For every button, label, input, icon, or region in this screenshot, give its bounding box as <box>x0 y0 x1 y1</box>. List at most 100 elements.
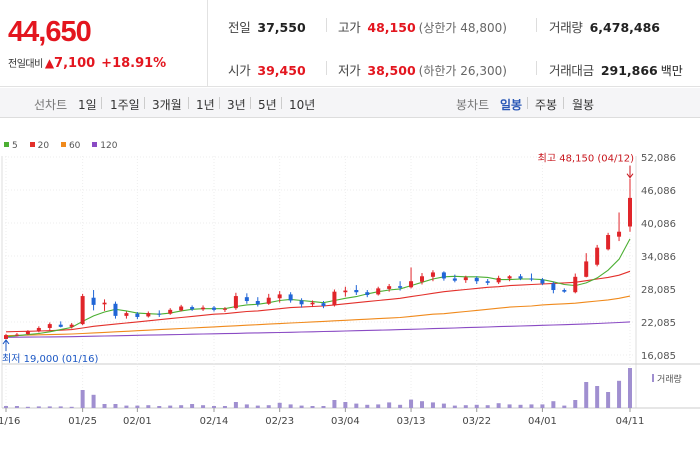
legend-swatch <box>29 142 35 147</box>
high-annotation: 최고 48,150 (04/12) <box>538 153 634 165</box>
candle-body <box>277 294 282 299</box>
price-tick-label: 34,086 <box>641 252 676 263</box>
candle-body <box>409 281 414 288</box>
candle-body <box>332 291 337 306</box>
candle-body <box>617 231 622 237</box>
candle-body <box>606 235 611 250</box>
open-value: 39,450 <box>257 63 306 78</box>
divider <box>101 97 102 109</box>
candle-body <box>310 302 315 305</box>
ma120-line <box>5 321 631 338</box>
candle-body <box>376 288 381 295</box>
candle-body <box>190 307 195 310</box>
volume-bar <box>441 403 446 408</box>
volume-bar <box>201 405 206 408</box>
candle-body <box>36 327 41 332</box>
period-3y[interactable]: 3년 <box>227 98 246 112</box>
date-tick-label: 01/16 <box>0 416 20 427</box>
volume-bar <box>288 404 293 408</box>
volume-bar <box>551 401 556 408</box>
date-tick-label: 02/23 <box>265 416 294 427</box>
candle-body <box>179 306 184 311</box>
high-arrow-head-icon <box>626 173 634 179</box>
period-1w[interactable]: 1주일 <box>110 98 140 112</box>
candle-body <box>91 297 96 305</box>
candle-body <box>14 334 19 336</box>
candle-body <box>595 247 600 265</box>
price-tick-label: 16,085 <box>641 351 676 362</box>
divider <box>281 97 282 109</box>
period-1y[interactable]: 1년 <box>196 98 215 112</box>
date-tick-label: 02/01 <box>123 416 152 427</box>
period-3m[interactable]: 3개월 <box>152 98 182 112</box>
date-tick-label: 04/01 <box>528 416 557 427</box>
candle-body <box>420 276 424 282</box>
stock-chart[interactable]: 5 20 60 120 52,086 46,086 40,086 34,086 28,0… <box>0 118 700 450</box>
volume-bar <box>409 399 414 408</box>
volume-bar <box>463 405 468 408</box>
legend-swatch <box>60 142 66 147</box>
period-10y[interactable]: 10년 <box>289 98 316 112</box>
high-value: 48,150 <box>367 20 416 35</box>
low-label: 저가 <box>338 63 361 78</box>
volume-bar <box>58 406 63 408</box>
date-tick-label: 01/25 <box>68 416 97 427</box>
candle-body <box>124 313 129 316</box>
low-arrow-head-icon <box>2 339 10 345</box>
divider <box>563 97 564 109</box>
volume-bar <box>124 405 129 408</box>
period-5y[interactable]: 5년 <box>258 98 277 112</box>
candle-body <box>354 290 359 293</box>
candle-body <box>540 279 545 284</box>
candle-body <box>387 286 392 289</box>
candle-monthly[interactable]: 월봉 <box>572 98 595 112</box>
divider <box>250 97 251 109</box>
volume-bar <box>36 406 41 408</box>
candle-chart-label: 봉차트 <box>456 98 490 112</box>
candle-body <box>135 313 140 317</box>
volume-bar <box>321 406 326 408</box>
candle-body <box>157 313 162 315</box>
date-tick-label: 03/04 <box>331 416 360 427</box>
volume-bar <box>452 405 457 408</box>
volume-bar <box>146 405 151 408</box>
legend-swatch <box>92 142 98 147</box>
legend-ma5: 5 <box>4 141 18 151</box>
volume-bar <box>376 404 381 408</box>
low-value: 38,500 <box>367 63 416 78</box>
trade-value-value: 291,866 <box>600 63 658 78</box>
legend-swatch <box>4 142 9 147</box>
candlestick-chart-svg[interactable]: 52,086 46,086 40,086 34,086 28,085 22,085 16,0… <box>0 118 700 450</box>
candle-body <box>168 309 173 314</box>
volume-bar <box>244 404 249 408</box>
candle-body <box>474 277 479 282</box>
volume-bar <box>102 404 107 408</box>
candle-body <box>266 297 271 304</box>
candle-body <box>4 335 8 339</box>
low-annotation: 최저 19,000 (01/16) <box>2 353 98 365</box>
high-label: 고가 <box>338 20 361 35</box>
date-tick-label: 03/13 <box>397 416 426 427</box>
legend-ma120: 120 <box>92 141 117 151</box>
candle-daily[interactable]: 일봉 <box>500 98 523 112</box>
current-price: 44,650 <box>8 16 92 48</box>
period-1d[interactable]: 1일 <box>78 98 97 112</box>
volume-bar <box>474 404 479 408</box>
volume-bar <box>47 406 52 408</box>
trade-value-label: 거래대금 <box>549 63 594 78</box>
volume-bar <box>168 405 173 408</box>
up-arrow-icon: ▲ <box>44 56 55 70</box>
candle-weekly[interactable]: 주봉 <box>535 98 558 112</box>
volume-bar <box>332 400 337 408</box>
volume-bar <box>573 400 578 408</box>
candle-body <box>288 294 293 301</box>
candle-body <box>113 303 118 316</box>
legend-ma20: 20 <box>29 141 49 151</box>
prev-close-value: 37,550 <box>257 20 306 35</box>
volume-bar <box>628 368 632 408</box>
high-stat: 고가 48,150 (상한가 48,800) <box>338 17 507 36</box>
volume-bar <box>507 404 512 408</box>
prev-close-stat: 전일 37,550 <box>228 17 306 36</box>
candle-body <box>584 261 589 277</box>
volume-legend-label: 거래량 <box>657 373 682 385</box>
